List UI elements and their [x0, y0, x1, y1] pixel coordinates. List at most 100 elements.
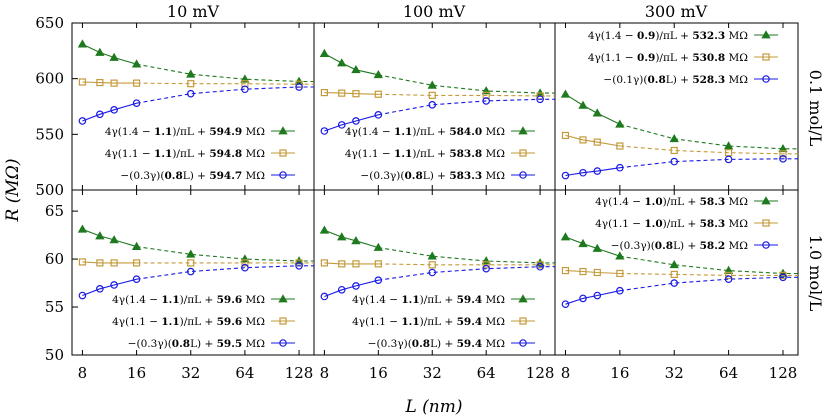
data-point-1: [95, 47, 105, 56]
series-triangle: [77, 39, 314, 85]
legend-text: 4γ(1.4 − 1.1)/πL + 59.6 MΩ: [112, 294, 265, 306]
y-tick-label-top-0: 500: [35, 181, 64, 199]
data-point-1: [578, 238, 588, 248]
legend-prefix: 4γ(1.4 −: [588, 30, 637, 42]
data-point-3: [616, 163, 624, 172]
data-point-3: [132, 99, 141, 107]
legend-entry-0: 4γ(1.4 − 1.1)/πL + 59.6 MΩ: [112, 294, 295, 306]
legend-bold1: 1.1: [154, 148, 172, 160]
series-circle: [561, 273, 798, 308]
data-point-0: [560, 232, 571, 241]
legend-bold1: 1.1: [401, 316, 419, 328]
data-point-4: [428, 91, 436, 99]
data-point-2: [110, 281, 118, 289]
axes-labels: 10 mV 100 mV 300 mV 0.1 mol/L 1.0 mol/L …: [3, 2, 825, 417]
legend-text: 4γ(1.1 − 0.9)/πL + 530.8 MΩ: [588, 52, 748, 64]
legend-marker: [762, 75, 770, 83]
data-point-2: [110, 79, 118, 87]
legend-suffix: MΩ: [242, 316, 265, 328]
data-point-2: [592, 243, 602, 252]
legend-text: −(0.3γ)(0.8L) + 58.2 MΩ: [611, 240, 749, 252]
legend-bold2: 58.3: [700, 218, 726, 230]
x-tick-label-1: 16: [369, 364, 388, 382]
fit-line-solid: [82, 43, 137, 65]
legend-mid: L) +: [673, 240, 700, 252]
legend-marker: [518, 126, 528, 135]
series-square: [320, 88, 555, 100]
legend-bold2: 58.3: [700, 196, 726, 208]
data-point-4: [186, 69, 196, 78]
data-point-2: [593, 167, 602, 175]
legend-suffix: MΩ: [482, 338, 505, 350]
fit-line-solid: [324, 53, 379, 76]
series-square: [561, 266, 798, 279]
data-point-3: [373, 242, 383, 251]
x-tick-label-0: 8: [320, 364, 330, 382]
legend-entry-1: 4γ(1.1 − 1.1)/πL + 594.8 MΩ: [105, 148, 295, 160]
data-point-0: [319, 48, 330, 57]
legend-bold1: 1.1: [401, 294, 419, 306]
legend-suffix: MΩ: [242, 148, 265, 160]
data-point-6: [779, 155, 787, 163]
legend-entry-2: −(0.1γ)(0.8L) + 528.3 MΩ: [603, 74, 778, 86]
legend-text: 4γ(1.1 − 1.1)/πL + 594.8 MΩ: [105, 148, 265, 160]
legend-bold1: 1.1: [154, 126, 172, 138]
legend-mid: )/πL +: [663, 196, 700, 208]
data-point-4: [186, 249, 196, 258]
data-point-1: [337, 285, 346, 294]
series-square: [320, 259, 555, 269]
data-point-4: [669, 260, 679, 269]
data-point-5: [241, 80, 249, 88]
fit-line-solid: [565, 236, 621, 257]
legend-suffix: MΩ: [725, 240, 748, 252]
outer-frame: [71, 22, 799, 356]
legend-entry-2: −(0.3γ)(0.8L) + 583.3 MΩ: [360, 170, 535, 182]
legend-bold1: 1.1: [394, 126, 412, 138]
fit-line-dashed: [619, 158, 798, 169]
y-tick-label-bottom-3: 65: [45, 202, 64, 220]
data-point-4: [187, 80, 195, 88]
legend-entry-2: −(0.3γ)(0.8L) + 594.7 MΩ: [120, 170, 295, 182]
data-point-1: [337, 121, 346, 129]
legend-marker: [761, 30, 771, 39]
legend-text: 4γ(1.4 − 0.9)/πL + 532.3 MΩ: [588, 30, 748, 42]
series-triangle: [560, 89, 798, 153]
data-point-0: [77, 39, 88, 48]
data-point-1: [96, 110, 104, 119]
data-point-0: [319, 225, 330, 234]
data-point-1: [337, 232, 347, 241]
legend-prefix: −(0.3γ)(: [368, 338, 412, 350]
fit-line-dashed: [619, 145, 798, 155]
data-point-6: [779, 273, 787, 282]
legend-marker: [519, 171, 527, 179]
data-point-2: [352, 90, 360, 98]
legend-mid: )/πL +: [172, 148, 209, 160]
legend-bold1: 0.9: [637, 52, 655, 64]
x-tick-label-3: 64: [235, 364, 254, 382]
data-point-3: [615, 251, 625, 260]
y-tick-label-top-1: 550: [35, 125, 64, 143]
legend-bold2: 59.6: [217, 316, 243, 328]
data-point-5: [241, 263, 249, 272]
legend-prefix: 4γ(1.4 −: [105, 126, 154, 138]
data-point-4: [669, 133, 679, 143]
fit-line-solid: [82, 102, 137, 122]
x-tick-label-0: 8: [78, 364, 88, 382]
data-point-0: [320, 88, 328, 97]
data-point-6: [295, 83, 303, 91]
legend-entry-1: 4γ(1.1 − 1.0)/πL + 58.3 MΩ: [595, 218, 778, 230]
fit-line-solid: [565, 134, 620, 147]
data-point-0: [560, 89, 571, 98]
data-point-2: [110, 259, 118, 267]
legend-bold1: 0.8: [412, 338, 430, 350]
data-point-1: [95, 231, 105, 240]
legend-mid: )/πL +: [655, 52, 692, 64]
legend-suffix: MΩ: [482, 148, 505, 160]
data-point-3: [132, 79, 141, 87]
data-point-0: [78, 291, 87, 300]
legend-bold1: 1.1: [161, 316, 179, 328]
data-point-3: [616, 142, 624, 150]
data-point-5: [724, 155, 733, 164]
legend-suffix: MΩ: [482, 126, 505, 138]
